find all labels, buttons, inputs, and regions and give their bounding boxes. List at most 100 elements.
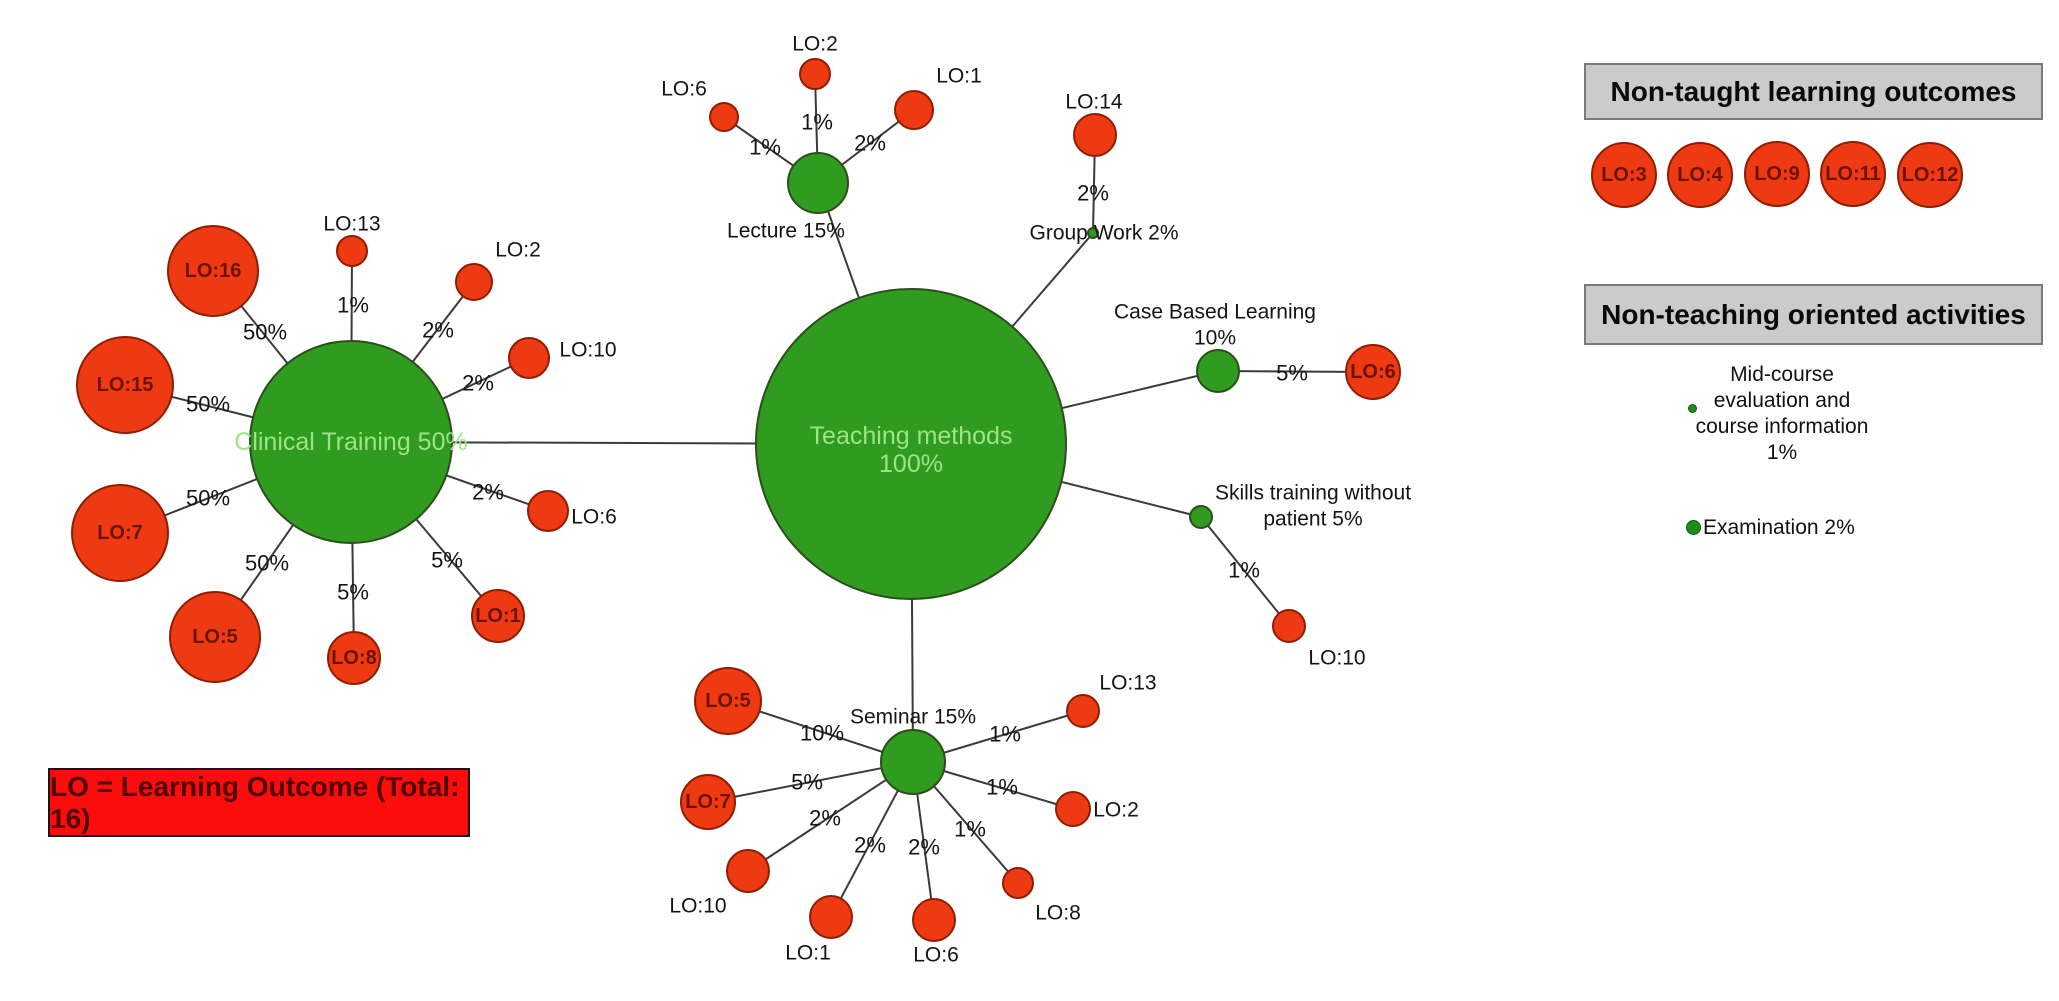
node-se8-circle bbox=[1002, 867, 1034, 899]
node-skills-circle bbox=[1189, 505, 1213, 529]
node-c10-circle bbox=[508, 337, 550, 379]
node-se5-circle bbox=[694, 667, 762, 735]
node-c7-label: LO:7 bbox=[97, 522, 143, 544]
node-se2-circle bbox=[1055, 791, 1091, 827]
edge-clinical-c2-label: 2% bbox=[422, 318, 454, 343]
node-se1-circle bbox=[809, 895, 853, 939]
node-groupwork-label: Group Work 2% bbox=[1030, 222, 1179, 245]
node-l1-label: LO:1 bbox=[936, 65, 982, 88]
edge-lecture-l6-label: 1% bbox=[749, 135, 781, 160]
non-taught-lo-chip: LO:12 bbox=[1897, 142, 1963, 208]
non-taught-outcomes-title: Non-taught learning outcomes bbox=[1610, 75, 2017, 107]
node-clinical-circle bbox=[249, 340, 453, 544]
node-skills-label: patient 5% bbox=[1263, 508, 1362, 531]
node-c5-circle bbox=[169, 591, 261, 683]
node-seminar-circle bbox=[880, 729, 946, 795]
node-seminar-label: Seminar 15% bbox=[850, 706, 976, 729]
edge-casebased-cb6-label: 5% bbox=[1276, 361, 1308, 386]
non-teaching-activities-title: Non-teaching oriented activities bbox=[1601, 298, 2026, 330]
examination-item: Examination 2% bbox=[1703, 516, 1855, 539]
node-c7-circle bbox=[71, 484, 169, 582]
edge-seminar-se10-label: 2% bbox=[809, 806, 841, 831]
non-taught-outcomes-header: Non-taught learning outcomes bbox=[1584, 63, 2043, 120]
node-casebased-label: Case Based Learning bbox=[1114, 301, 1316, 324]
edge-seminar-se13-label: 1% bbox=[989, 722, 1021, 747]
edge-groupwork-g14-label: 2% bbox=[1077, 181, 1109, 206]
node-se1-label: LO:1 bbox=[785, 942, 831, 965]
edge-skills-s10-label: 1% bbox=[1228, 558, 1260, 583]
lo-chip-label: LO:11 bbox=[1825, 162, 1881, 185]
node-se5-label: LO:5 bbox=[705, 690, 751, 712]
node-se2-label: LO:2 bbox=[1093, 799, 1139, 822]
edge-clinical-c5-label: 50% bbox=[245, 551, 289, 576]
edge-clinical-c15-label: 50% bbox=[186, 392, 230, 417]
node-l1-circle bbox=[894, 90, 934, 130]
mid-course-bullet-dot bbox=[1688, 404, 1697, 413]
edge-clinical-c16-label: 50% bbox=[243, 320, 287, 345]
node-se10-label: LO:10 bbox=[669, 895, 726, 918]
node-g14-circle bbox=[1073, 113, 1117, 157]
node-teaching-label: 100% bbox=[879, 450, 943, 478]
edge-clinical-c7-label: 50% bbox=[186, 486, 230, 511]
edge-skills-s10 bbox=[1200, 516, 1290, 627]
node-s10-label: LO:10 bbox=[1308, 647, 1365, 670]
edge-seminar-se2-label: 1% bbox=[986, 775, 1018, 800]
edge-seminar-se6-label: 2% bbox=[908, 835, 940, 860]
edge-lecture-l2-label: 1% bbox=[801, 110, 833, 135]
node-c8-label: LO:8 bbox=[331, 647, 377, 669]
examination-bullet-dot bbox=[1686, 520, 1701, 535]
edge-seminar-se8-label: 1% bbox=[954, 817, 986, 842]
node-c13-label: LO:13 bbox=[323, 213, 380, 236]
node-l6-label: LO:6 bbox=[661, 78, 707, 101]
mid-course-line: evaluation and bbox=[1713, 389, 1851, 412]
non-teaching-activities-header: Non-teaching oriented activities bbox=[1584, 284, 2043, 345]
node-se6-label: LO:6 bbox=[913, 944, 959, 967]
edge-seminar-se7-label: 5% bbox=[791, 770, 823, 795]
node-skills-label: Skills training without bbox=[1215, 482, 1411, 505]
node-c1-circle bbox=[471, 589, 525, 643]
mid-course-item: Mid-course evaluation and course informa… bbox=[1662, 362, 1902, 466]
node-teaching-circle bbox=[755, 288, 1067, 600]
mid-course-line: 1% bbox=[1766, 441, 1798, 464]
node-se6-circle bbox=[912, 898, 956, 942]
legend-box: LO = Learning Outcome (Total: 16) bbox=[48, 768, 470, 837]
lo-chip-label: LO:4 bbox=[1677, 163, 1723, 186]
edge-clinical-c13-label: 1% bbox=[337, 293, 369, 318]
mid-course-line: course information bbox=[1695, 415, 1869, 438]
edge-clinical-c8-label: 5% bbox=[337, 580, 369, 605]
node-c6-circle bbox=[527, 490, 569, 532]
edge-clinical-c10-label: 2% bbox=[462, 371, 494, 396]
node-l2-label: LO:2 bbox=[792, 33, 838, 56]
node-c5-label: LO:5 bbox=[192, 626, 238, 648]
node-s10-circle bbox=[1272, 609, 1306, 643]
non-taught-lo-chip: LO:4 bbox=[1667, 142, 1733, 208]
node-c8-circle bbox=[327, 631, 381, 685]
node-l6-circle bbox=[709, 102, 739, 132]
non-taught-lo-chip: LO:3 bbox=[1591, 142, 1657, 208]
node-c16-label: LO:16 bbox=[185, 260, 242, 282]
non-taught-lo-chip: LO:11 bbox=[1820, 141, 1886, 207]
edge-clinical-c1-label: 5% bbox=[431, 548, 463, 573]
lo-chip-label: LO:9 bbox=[1754, 162, 1800, 185]
node-c2-label: LO:2 bbox=[495, 239, 541, 262]
node-lecture-label: Lecture 15% bbox=[727, 220, 845, 243]
node-cb6-label: LO:6 bbox=[1350, 361, 1396, 383]
legend-text: LO = Learning Outcome (Total: 16) bbox=[50, 770, 460, 834]
node-c6-label: LO:6 bbox=[571, 506, 617, 529]
lo-chip-label: LO:12 bbox=[1901, 163, 1959, 186]
edge-seminar-se1-label: 2% bbox=[854, 833, 886, 858]
node-l2-circle bbox=[799, 58, 831, 90]
node-groupwork-circle bbox=[1087, 227, 1099, 239]
edge-seminar-se7 bbox=[707, 761, 914, 803]
node-c13-circle bbox=[336, 235, 368, 267]
node-c2-circle bbox=[455, 263, 493, 301]
mid-course-line: Mid-course bbox=[1730, 363, 1834, 386]
node-se13-label: LO:13 bbox=[1099, 672, 1156, 695]
node-c16-circle bbox=[167, 225, 259, 317]
edge-lecture-l1-label: 2% bbox=[854, 131, 886, 156]
node-casebased-circle bbox=[1196, 349, 1240, 393]
node-cb6-circle bbox=[1345, 344, 1401, 400]
node-se8-label: LO:8 bbox=[1035, 902, 1081, 925]
